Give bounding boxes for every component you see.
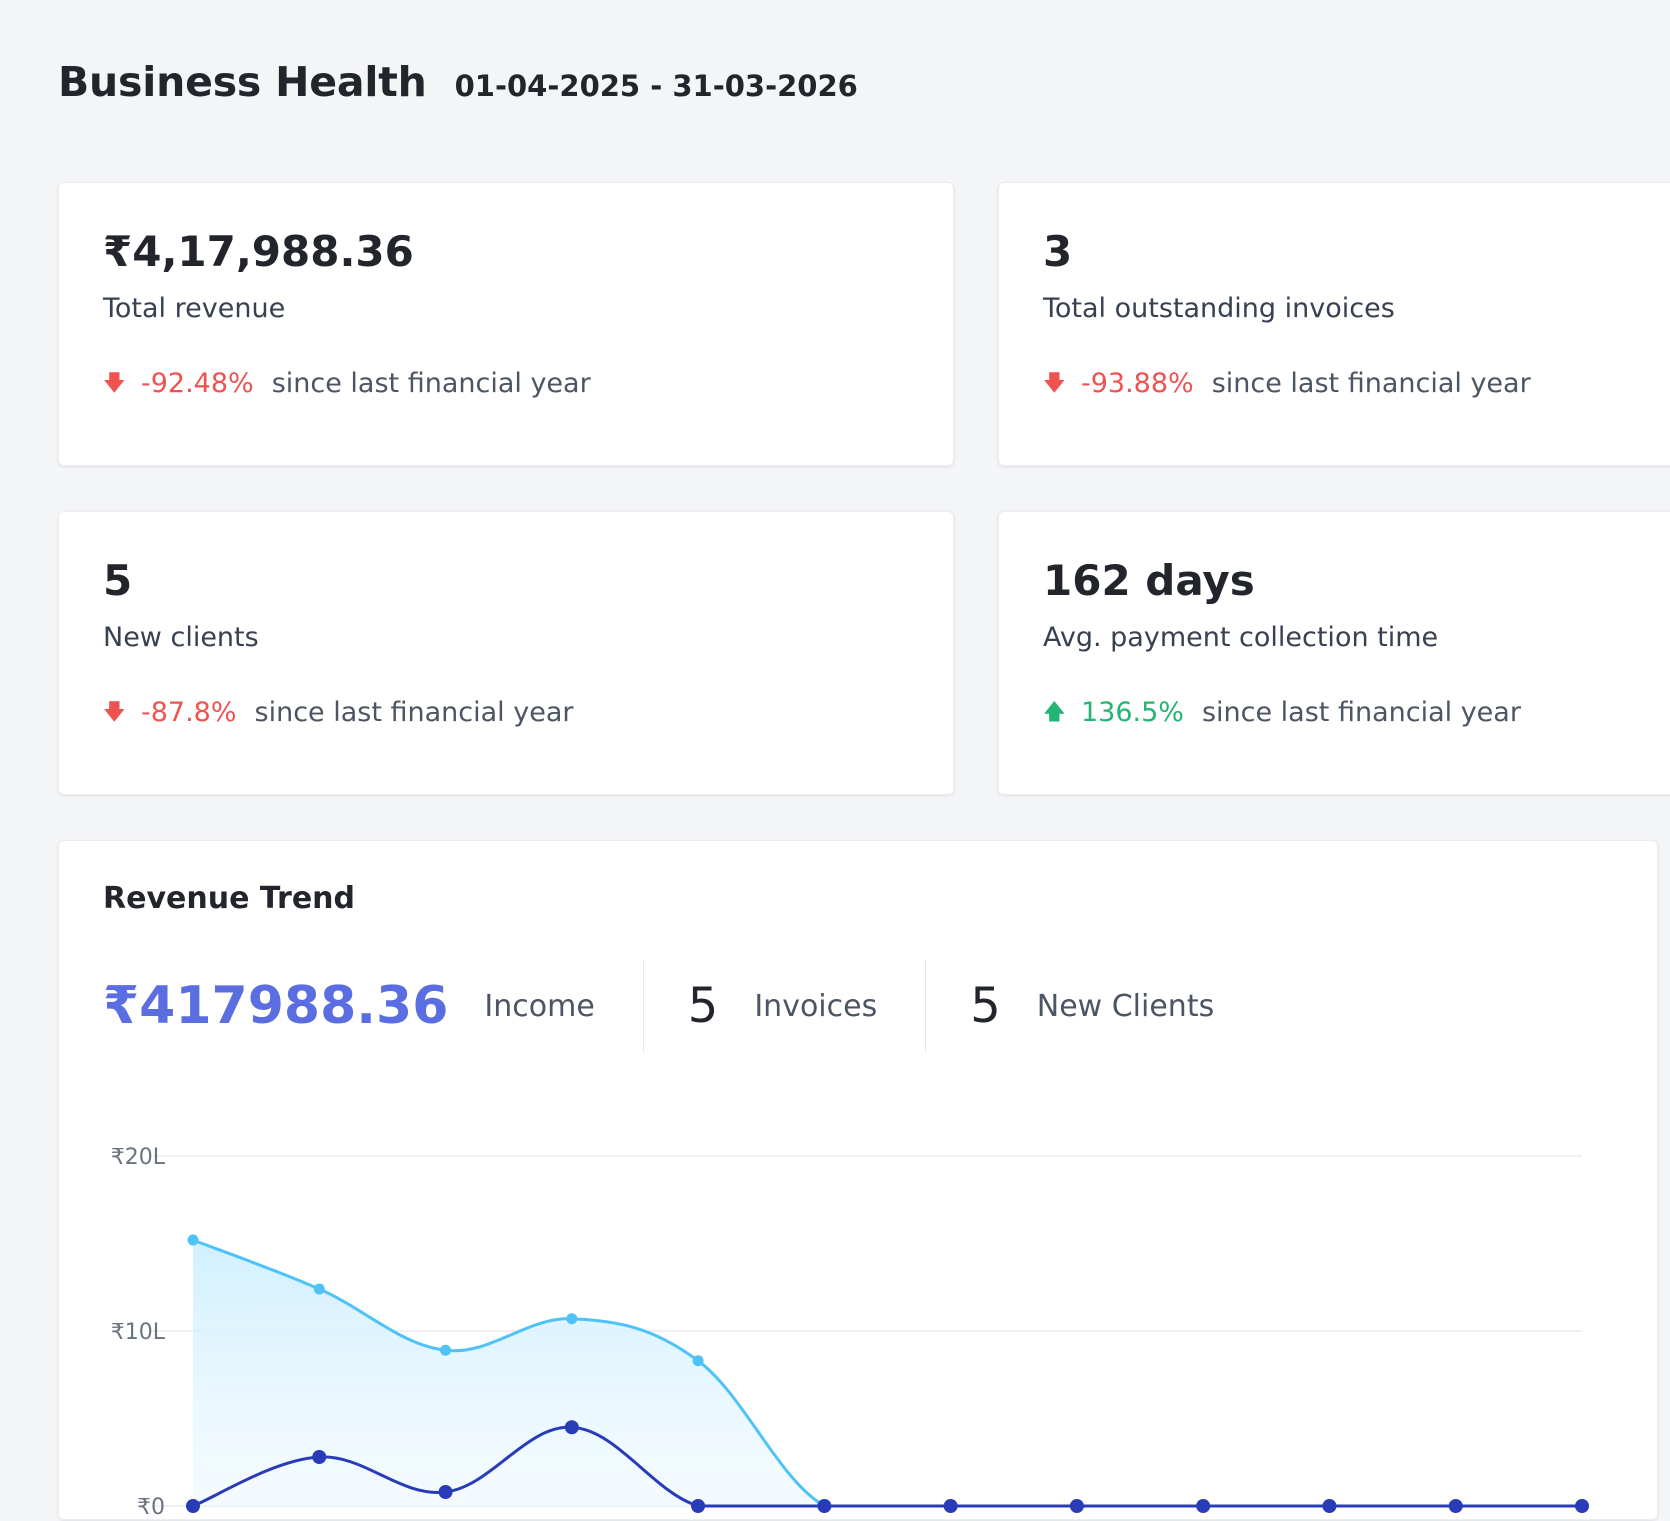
- stat-change: 🡇 -92.48% since last financial year: [103, 368, 909, 399]
- change-percent: -87.8%: [141, 697, 237, 728]
- date-range[interactable]: 01-04-2025 - 31-03-2026: [454, 69, 858, 103]
- revenue-summary: ₹417988.36 Income 5 Invoices 5 New Clien…: [103, 960, 1613, 1052]
- income-value: ₹417988.36: [103, 976, 449, 1036]
- stat-change: 🡅 136.5% since last financial year: [1043, 697, 1654, 728]
- data-point[interactable]: [943, 1499, 958, 1513]
- change-percent: -93.88%: [1081, 368, 1194, 399]
- summary-invoices: 5 Invoices: [687, 960, 927, 1052]
- stat-value: 162 days: [1043, 556, 1255, 605]
- data-point[interactable]: [566, 1313, 578, 1325]
- data-point[interactable]: [440, 1344, 452, 1356]
- change-note: since last financial year: [1211, 368, 1531, 399]
- stat-label: Avg. payment collection time: [1043, 622, 1439, 653]
- change-note: since last financial year: [1201, 697, 1521, 728]
- stat-card-outstanding-invoices: 3 Total outstanding invoices 🡇 -93.88% s…: [998, 182, 1670, 466]
- arrow-down-icon: 🡇: [1043, 370, 1066, 396]
- revenue-trend-card: Revenue Trend ₹417988.36 Income 5 Invoic…: [58, 840, 1658, 1520]
- data-point[interactable]: [1069, 1499, 1084, 1513]
- y-tick-label: ₹20L: [111, 1145, 166, 1170]
- data-point[interactable]: [438, 1485, 453, 1499]
- data-point[interactable]: [313, 1283, 325, 1295]
- data-point[interactable]: [187, 1234, 199, 1246]
- income-label: Income: [484, 988, 595, 1024]
- stat-card-new-clients: 5 New clients 🡇 -87.8% since last financ…: [58, 511, 954, 795]
- arrow-up-icon: 🡅: [1043, 699, 1066, 725]
- data-point[interactable]: [186, 1499, 200, 1513]
- data-point[interactable]: [691, 1499, 706, 1513]
- series-area: [193, 1240, 1582, 1506]
- stat-label: Total revenue: [103, 293, 286, 324]
- invoices-value: 5: [687, 978, 719, 1034]
- summary-new-clients: 5 New Clients: [970, 960, 1262, 1052]
- stat-change: 🡇 -93.88% since last financial year: [1043, 368, 1654, 399]
- data-point[interactable]: [1322, 1499, 1337, 1513]
- stat-value: 5: [103, 556, 133, 605]
- page-header: Business Health 01-04-2025 - 31-03-2026: [58, 58, 858, 106]
- data-point[interactable]: [692, 1355, 704, 1367]
- data-point[interactable]: [817, 1499, 832, 1513]
- clients-label: New Clients: [1036, 988, 1215, 1024]
- data-point[interactable]: [1575, 1499, 1589, 1513]
- data-point[interactable]: [312, 1450, 327, 1464]
- change-note: since last financial year: [254, 697, 574, 728]
- stat-card-total-revenue: ₹4,17,988.36 Total revenue 🡇 -92.48% sin…: [58, 182, 954, 466]
- stat-value: ₹4,17,988.36: [103, 227, 414, 276]
- stat-card-collection-time: 162 days Avg. payment collection time 🡅 …: [998, 511, 1670, 795]
- stat-change: 🡇 -87.8% since last financial year: [103, 697, 909, 728]
- chart-title: Revenue Trend: [103, 881, 355, 916]
- stat-value: 3: [1043, 227, 1073, 276]
- arrow-down-icon: 🡇: [103, 699, 126, 725]
- clients-value: 5: [970, 978, 1001, 1034]
- change-note: since last financial year: [271, 368, 591, 399]
- y-tick-label: ₹0: [137, 1495, 165, 1520]
- stat-label: Total outstanding invoices: [1043, 293, 1395, 324]
- stat-label: New clients: [103, 622, 259, 653]
- data-point[interactable]: [564, 1420, 579, 1435]
- data-point[interactable]: [1448, 1499, 1463, 1513]
- revenue-chart[interactable]: ₹0 ₹10L ₹20L: [59, 1101, 1659, 1521]
- change-percent: -92.48%: [141, 368, 254, 399]
- y-tick-label: ₹10L: [111, 1320, 166, 1345]
- change-percent: 136.5%: [1081, 697, 1184, 728]
- page-title: Business Health: [58, 58, 427, 106]
- arrow-down-icon: 🡇: [103, 370, 126, 396]
- invoices-label: Invoices: [754, 988, 878, 1024]
- data-point[interactable]: [1196, 1499, 1211, 1513]
- summary-income: ₹417988.36 Income: [103, 960, 644, 1052]
